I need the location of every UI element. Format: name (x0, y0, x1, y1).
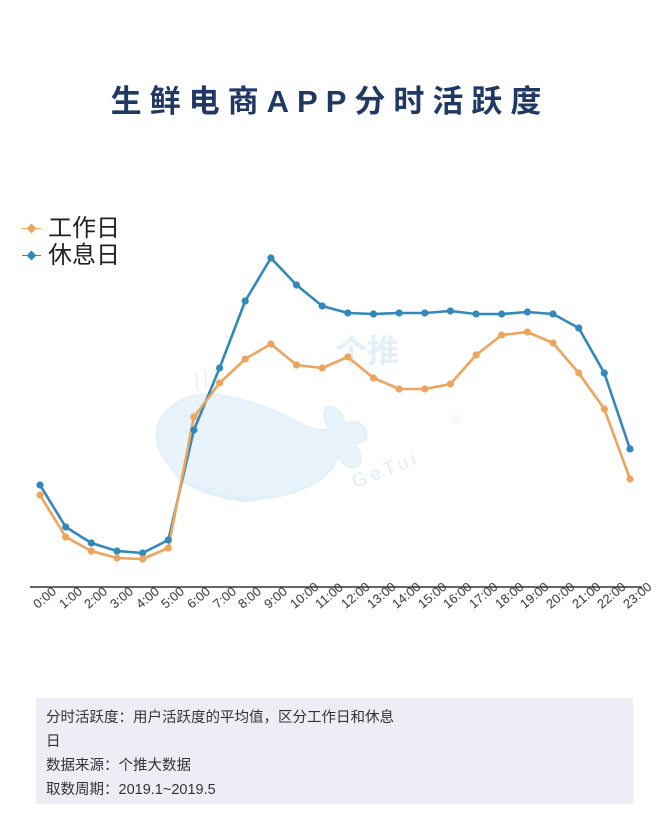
svg-text:个推: 个推 (335, 326, 399, 372)
svg-text:®: ® (450, 411, 463, 427)
